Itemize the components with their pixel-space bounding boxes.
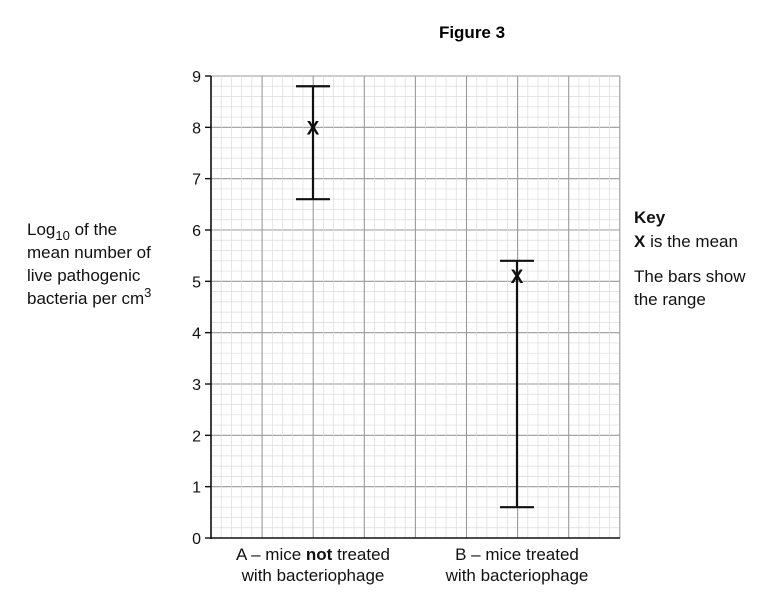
range-group-b: X	[500, 259, 534, 509]
legend-range-text: the range	[634, 290, 706, 309]
range-group-a: X	[296, 85, 330, 201]
category-label-line1: A – mice not treated	[236, 545, 390, 564]
y-tick-label: 0	[192, 531, 201, 548]
category-label-line2: with bacteriophage	[241, 566, 385, 585]
y-axis-label-line: live pathogenic	[27, 266, 141, 285]
axes	[210, 76, 620, 539]
grid	[210, 75, 621, 539]
mean-marker: X	[307, 118, 320, 139]
y-tick-label: 5	[192, 274, 201, 291]
legend-title: Key	[634, 208, 666, 227]
category-label-line2: with bacteriophage	[445, 566, 589, 585]
data-marks: XX	[296, 85, 534, 509]
legend-range-text: The bars show	[634, 267, 746, 286]
y-axis-label-line: mean number of	[27, 243, 151, 262]
y-tick-label: 8	[192, 120, 201, 137]
legend-mean: X is the mean	[634, 232, 738, 251]
y-tick-label: 7	[192, 172, 201, 189]
y-ticks: 0 1 2 3 4 5 6 7 8 9	[192, 69, 211, 548]
y-tick-label: 1	[192, 480, 201, 497]
y-axis-label-line: Log10 of the	[27, 220, 117, 243]
y-tick-label: 3	[192, 377, 201, 394]
category-label-line1: B – mice treated	[455, 545, 579, 564]
legend: Key X is the mean The bars show the range	[634, 208, 746, 309]
y-axis-label-line: bacteria per cm3	[27, 285, 151, 308]
y-tick-label: 6	[192, 223, 201, 240]
y-tick-label: 4	[192, 326, 201, 343]
mean-marker: X	[511, 267, 524, 288]
x-categories: A – mice not treated with bacteriophage B …	[236, 545, 588, 585]
y-tick-label: 9	[192, 69, 201, 86]
figure-title: Figure 3	[439, 23, 505, 42]
y-tick-label: 2	[192, 428, 201, 445]
